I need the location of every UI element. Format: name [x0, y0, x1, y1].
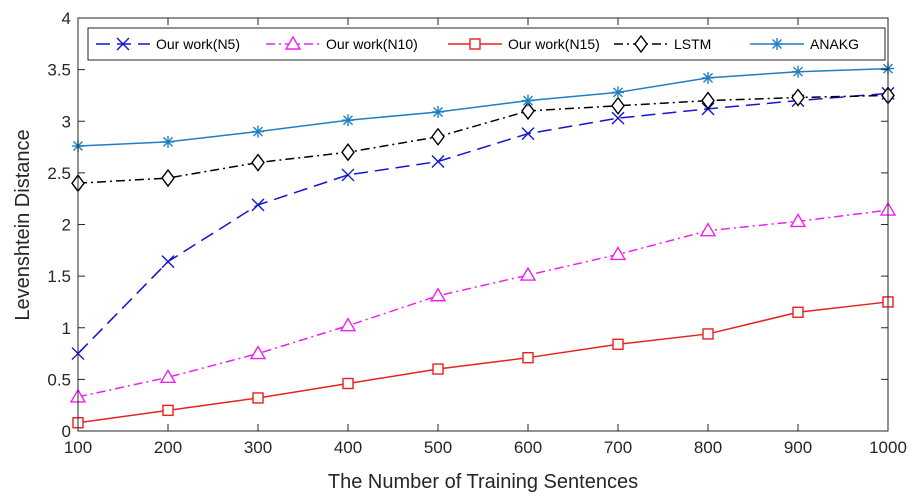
data-point — [699, 222, 717, 237]
data-point — [251, 153, 265, 172]
data-point — [792, 65, 804, 78]
x-tick-label: 900 — [784, 438, 812, 457]
data-point — [522, 351, 534, 364]
data-point — [431, 155, 445, 169]
data-point — [611, 96, 625, 115]
data-point — [792, 306, 804, 318]
legend-entry-4: ANAKG — [750, 36, 859, 52]
x-tick-label: 800 — [694, 438, 722, 457]
data-point — [612, 338, 624, 350]
data-point — [521, 127, 535, 141]
data-point — [612, 86, 624, 99]
series-line — [77, 94, 889, 184]
series-line — [77, 67, 889, 147]
x-tick-label: 300 — [244, 438, 272, 457]
x-axis-title: The Number of Training Sentences — [328, 471, 638, 493]
x-tick-label: 400 — [334, 438, 362, 457]
data-point — [701, 91, 715, 110]
data-point — [162, 404, 174, 417]
y-tick-label: 4 — [62, 9, 71, 28]
legend-entry-3: LSTM — [614, 34, 711, 54]
legend-entry-0: Our work(N5) — [96, 36, 240, 52]
data-point — [161, 255, 175, 269]
data-point — [431, 127, 445, 146]
data-point — [251, 198, 265, 212]
legend-entry-1: Our work(N10) — [266, 35, 418, 52]
data-point — [432, 363, 444, 375]
y-tick-label: 0.5 — [47, 370, 71, 389]
x-tick-label: 1000 — [869, 438, 907, 457]
legend-marker — [469, 38, 481, 50]
x-tick-label: 100 — [64, 438, 92, 457]
x-tick-label: 500 — [424, 438, 452, 457]
x-tick-label: 700 — [604, 438, 632, 457]
legend-marker — [284, 35, 302, 50]
y-tick-label: 1.5 — [47, 267, 71, 286]
legend-marker — [771, 38, 783, 50]
ticks-layer: 100 200 300 400 500 600 700 800 900 1000 0 0.5 1 1.5 2… — [47, 9, 907, 457]
y-tick-label: 3.5 — [47, 61, 71, 80]
y-tick-label: 0 — [62, 422, 71, 441]
data-point — [341, 143, 355, 162]
data-point — [611, 111, 625, 125]
y-tick-label: 3 — [62, 112, 71, 131]
legend-label: Our work(N5) — [156, 36, 240, 52]
data-point — [521, 101, 535, 121]
data-point — [609, 246, 627, 261]
legend: Our work(N5) Our work(N10) Our work(N15) LS… — [87, 27, 886, 61]
series-layer — [69, 62, 897, 429]
data-point — [519, 266, 537, 281]
data-point — [252, 392, 264, 404]
data-point — [249, 345, 267, 360]
legend-label: Our work(N10) — [326, 36, 418, 52]
data-point — [429, 287, 447, 302]
series-line — [77, 209, 889, 398]
data-point — [252, 125, 264, 138]
series-line — [77, 301, 889, 424]
y-axis-title: Levenshtein Distance — [12, 129, 34, 320]
data-point — [339, 317, 357, 332]
series-4 — [72, 62, 894, 153]
data-point — [791, 88, 805, 107]
data-point — [702, 71, 714, 84]
legend-entry-2: Our work(N15) — [448, 36, 600, 52]
plot-area — [78, 18, 888, 431]
series-1 — [69, 201, 897, 403]
legend-label: ANAKG — [810, 36, 859, 52]
data-point — [789, 213, 807, 228]
data-point — [342, 377, 354, 390]
legend-label: Our work(N15) — [508, 36, 600, 52]
y-tick-label: 2 — [62, 216, 71, 235]
data-point — [162, 135, 174, 148]
data-point — [522, 94, 534, 107]
data-point — [161, 168, 175, 188]
series-line — [77, 92, 889, 355]
y-tick-label: 1 — [62, 319, 71, 338]
x-tick-label: 200 — [154, 438, 182, 457]
data-point — [342, 114, 354, 127]
legend-label: LSTM — [674, 36, 711, 52]
series-3 — [71, 86, 895, 193]
legend-marker — [634, 34, 648, 54]
data-point — [341, 168, 355, 182]
legend-marker — [116, 37, 130, 51]
data-point — [432, 105, 444, 118]
data-point — [159, 368, 177, 384]
data-point — [702, 328, 714, 340]
x-tick-label: 600 — [514, 438, 542, 457]
y-tick-label: 2.5 — [47, 164, 71, 183]
